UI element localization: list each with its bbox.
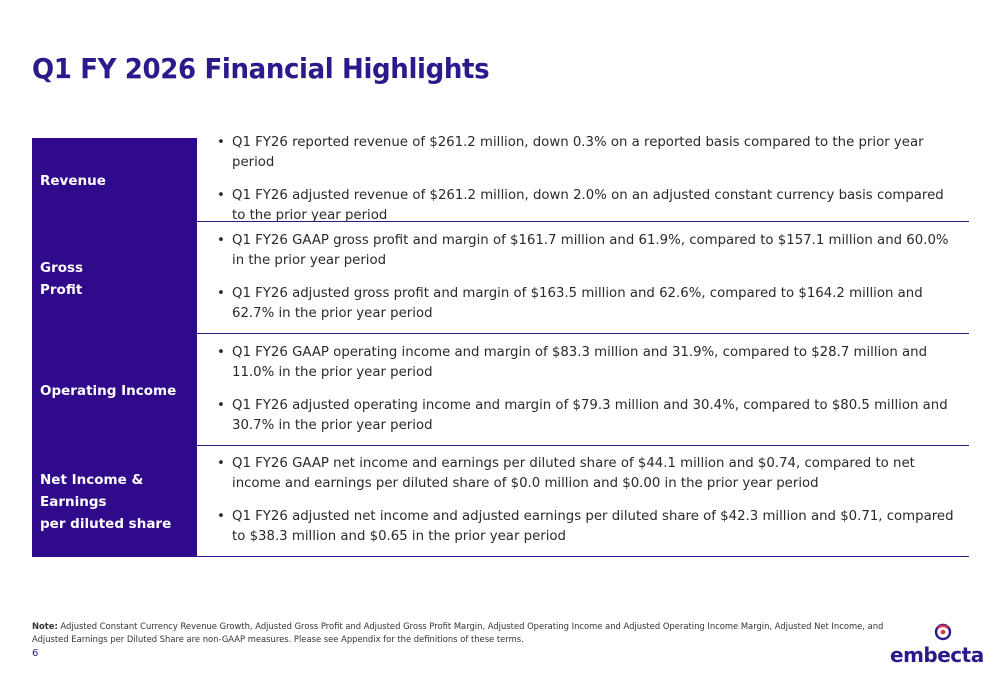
bullet-item: Q1 FY26 adjusted net income and adjusted…: [217, 507, 959, 547]
row-label-line: Gross: [40, 259, 84, 276]
row-label: Net Income & Earnings per diluted share: [32, 446, 197, 557]
table-row-revenue: Revenue Q1 FY26 reported revenue of $261…: [32, 133, 969, 223]
bullet-item: Q1 FY26 adjusted operating income and ma…: [217, 396, 959, 436]
embecta-logo-icon: [934, 623, 952, 641]
row-label-line: Operating Income: [40, 382, 177, 399]
bullet-item: Q1 FY26 GAAP gross profit and margin of …: [217, 231, 959, 271]
table-row-operating-income: Operating Income Q1 FY26 GAAP operating …: [32, 334, 969, 446]
row-label: Operating Income: [32, 334, 197, 446]
row-label-line: Net Income & Earnings: [40, 472, 144, 510]
row-content: Q1 FY26 reported revenue of $261.2 milli…: [197, 133, 969, 223]
footnote-label: Note:: [32, 621, 58, 631]
row-label: Revenue: [32, 138, 197, 222]
bullet-item: Q1 FY26 adjusted revenue of $261.2 milli…: [217, 186, 959, 226]
row-label: Gross Profit: [32, 222, 197, 334]
page-title: Q1 FY 2026 Financial Highlights: [32, 52, 490, 85]
page-number: 6: [32, 648, 39, 659]
bullet-item: Q1 FY26 adjusted gross profit and margin…: [217, 284, 959, 324]
table-row-net-income: Net Income & Earnings per diluted share …: [32, 446, 969, 557]
row-label-line: per diluted share: [40, 516, 172, 532]
row-content: Q1 FY26 GAAP gross profit and margin of …: [197, 222, 969, 333]
footnote: Note: Adjusted Constant Currency Revenue…: [32, 620, 892, 646]
footnote-text: Adjusted Constant Currency Revenue Growt…: [32, 621, 884, 644]
highlights-table: Revenue Q1 FY26 reported revenue of $261…: [32, 133, 969, 557]
bullet-item: Q1 FY26 GAAP operating income and margin…: [217, 343, 959, 383]
row-label-line: Profit: [40, 281, 83, 298]
row-content: Q1 FY26 GAAP operating income and margin…: [197, 334, 969, 445]
logo-wordmark: embecta: [890, 643, 984, 667]
table-row-gross-profit: Gross Profit Q1 FY26 GAAP gross profit a…: [32, 222, 969, 334]
bullet-item: Q1 FY26 reported revenue of $261.2 milli…: [217, 133, 959, 173]
row-content: Q1 FY26 GAAP net income and earnings per…: [197, 446, 969, 556]
embecta-logo: embecta: [890, 622, 984, 666]
bullet-item: Q1 FY26 GAAP net income and earnings per…: [217, 454, 959, 494]
row-label-line: Revenue: [40, 172, 106, 189]
